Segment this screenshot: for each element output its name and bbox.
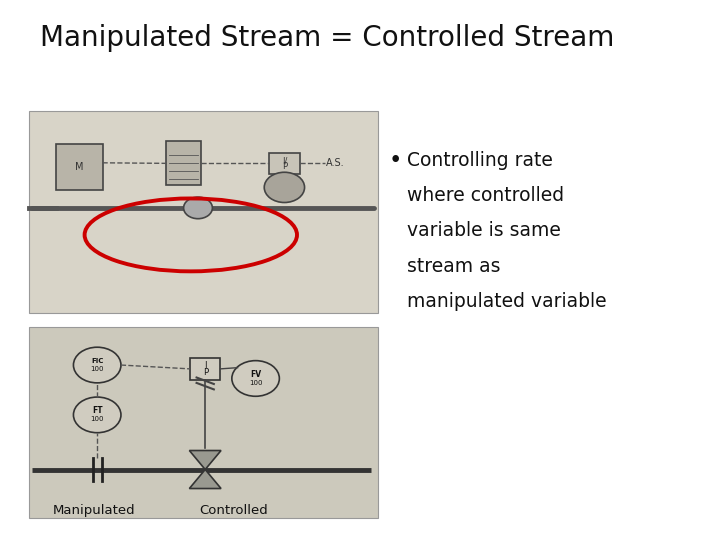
FancyBboxPatch shape	[29, 111, 378, 313]
Text: •: •	[389, 148, 402, 172]
Text: FV: FV	[250, 370, 261, 379]
Circle shape	[232, 361, 279, 396]
Text: where controlled: where controlled	[407, 186, 564, 205]
Circle shape	[73, 397, 121, 433]
FancyBboxPatch shape	[29, 327, 378, 518]
Circle shape	[73, 347, 121, 383]
FancyBboxPatch shape	[56, 145, 103, 191]
Text: P: P	[282, 162, 287, 171]
FancyBboxPatch shape	[269, 152, 300, 174]
Circle shape	[264, 172, 305, 202]
Text: Controlling rate: Controlling rate	[407, 151, 553, 170]
Text: Controlled: Controlled	[199, 504, 269, 517]
Text: stream as: stream as	[407, 256, 500, 275]
Polygon shape	[189, 450, 221, 469]
Text: P: P	[202, 368, 208, 376]
Text: manipulated variable: manipulated variable	[407, 292, 606, 310]
Polygon shape	[189, 469, 221, 489]
FancyBboxPatch shape	[166, 141, 201, 186]
Text: Manipulated Stream = Controlled Stream: Manipulated Stream = Controlled Stream	[40, 24, 614, 52]
Text: I: I	[204, 361, 207, 370]
Text: 100: 100	[249, 380, 262, 386]
Text: FIC: FIC	[91, 357, 104, 364]
Text: I/: I/	[282, 156, 287, 165]
Text: 100: 100	[91, 366, 104, 373]
Text: Manipulated: Manipulated	[53, 504, 135, 517]
FancyBboxPatch shape	[190, 358, 220, 380]
Text: A.S.: A.S.	[325, 158, 344, 168]
Text: 100: 100	[91, 416, 104, 422]
Text: FT: FT	[92, 406, 102, 415]
Text: M: M	[75, 163, 84, 172]
Text: variable is same: variable is same	[407, 221, 561, 240]
Circle shape	[184, 197, 212, 219]
